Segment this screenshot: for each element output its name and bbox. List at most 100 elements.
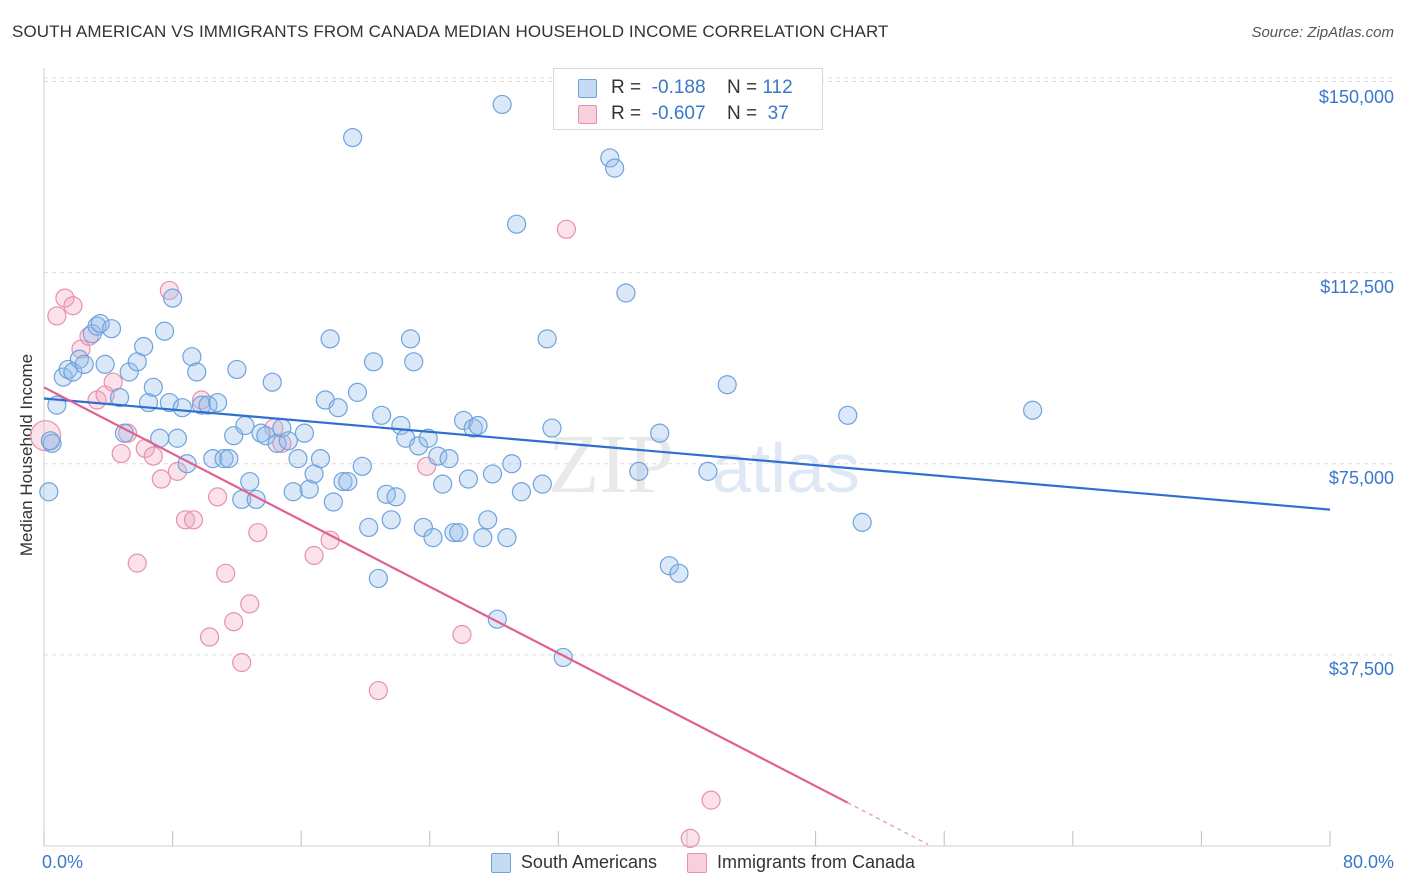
x-tick-label-max: 80.0%	[1342, 852, 1394, 872]
data-point	[363, 352, 384, 372]
data-point	[55, 288, 75, 308]
data-point	[532, 474, 552, 494]
data-point	[119, 362, 139, 382]
data-point	[154, 321, 175, 341]
data-point	[167, 428, 188, 448]
data-point	[458, 469, 478, 489]
data-point	[328, 398, 348, 418]
data-point	[381, 510, 401, 530]
data-point	[433, 474, 453, 494]
data-point	[172, 398, 192, 418]
data-point	[143, 377, 163, 397]
data-point	[352, 456, 372, 476]
correlation-legend: R = -0.188 N = 112 R = -0.607 N = 37	[553, 68, 823, 130]
data-point	[219, 449, 239, 469]
data-point	[87, 316, 107, 336]
data-point	[111, 443, 131, 464]
data-point	[294, 423, 315, 443]
x-tick-label-min: 0.0%	[42, 852, 84, 872]
legend-item-south-americans[interactable]: South Americans	[490, 852, 657, 873]
data-point	[208, 487, 228, 507]
data-point	[227, 359, 247, 380]
data-point	[30, 420, 62, 452]
data-point	[167, 461, 188, 481]
data-point	[39, 482, 59, 502]
data-point	[74, 354, 94, 374]
data-point	[404, 352, 424, 372]
data-point	[453, 410, 474, 431]
data-point	[183, 510, 204, 530]
watermark-zip: ZIP	[548, 418, 674, 511]
data-point	[248, 522, 268, 543]
trend-line-south-americans	[43, 397, 1331, 511]
y-tick-label: $112,500	[1320, 277, 1394, 297]
legend-r-value: -0.188	[651, 77, 706, 98]
legend-swatch-pink	[687, 852, 707, 873]
y-tick-label: $75,000	[1328, 468, 1394, 488]
data-point	[478, 510, 498, 530]
legend-swatch-blue	[578, 78, 597, 98]
data-point	[95, 354, 115, 374]
watermark: ZIP atlas	[548, 418, 860, 511]
data-point	[400, 329, 421, 349]
data-point	[413, 517, 433, 538]
data-point	[371, 405, 392, 425]
data-point	[232, 652, 252, 673]
data-point	[852, 512, 872, 532]
data-point	[680, 828, 700, 848]
data-point	[182, 347, 202, 367]
watermark-atlas: atlas	[712, 429, 860, 507]
legend-label: Immigrants from Canada	[717, 852, 916, 872]
data-point	[235, 415, 255, 436]
data-point	[418, 428, 438, 448]
data-point	[616, 283, 636, 303]
data-point	[216, 563, 236, 583]
legend-row-canada: R = -0.607 N = 37	[578, 102, 789, 126]
data-point	[1023, 400, 1043, 420]
data-point	[310, 449, 331, 469]
data-point	[256, 426, 276, 446]
data-point	[600, 148, 620, 168]
legend-n-label: N =	[727, 103, 758, 124]
data-point	[468, 415, 488, 436]
data-point	[163, 288, 183, 308]
data-point	[240, 471, 260, 492]
trend-line-canada-extension	[847, 802, 929, 846]
data-point	[203, 449, 223, 469]
data-point	[698, 461, 718, 481]
y-tick-label: $150,000	[1318, 87, 1394, 107]
data-point	[452, 624, 472, 645]
legend-row-south-americans: R = -0.188 N = 112	[578, 76, 793, 100]
legend-r-label: R =	[611, 77, 642, 98]
data-point	[347, 382, 368, 402]
legend-r-label: R =	[611, 103, 642, 124]
data-point	[283, 482, 303, 502]
data-point	[497, 528, 517, 548]
data-point	[343, 127, 363, 148]
data-point	[359, 517, 379, 538]
data-point	[127, 553, 147, 573]
data-point	[492, 94, 512, 115]
data-point	[79, 326, 99, 346]
data-point	[323, 492, 343, 512]
data-point	[659, 556, 679, 576]
data-point	[143, 446, 163, 466]
gridlines	[44, 77, 1395, 656]
data-point	[278, 431, 298, 451]
y-tick-label: $37,500	[1328, 659, 1394, 679]
data-point	[502, 454, 522, 474]
trend-lines	[43, 386, 1331, 846]
data-point	[542, 418, 562, 438]
chart-source: Source: ZipAtlas.com	[1251, 24, 1394, 41]
data-point	[717, 375, 737, 395]
data-point	[553, 647, 573, 668]
legend-r-value: -0.607	[651, 103, 706, 124]
legend-label: South Americans	[520, 852, 657, 872]
data-point	[338, 471, 358, 492]
legend-n-value: 37	[767, 103, 789, 124]
data-point	[288, 449, 308, 469]
data-point	[368, 680, 388, 701]
legend-item-canada[interactable]: Immigrants from Canada	[687, 852, 915, 873]
legend-swatch-pink	[578, 104, 597, 124]
